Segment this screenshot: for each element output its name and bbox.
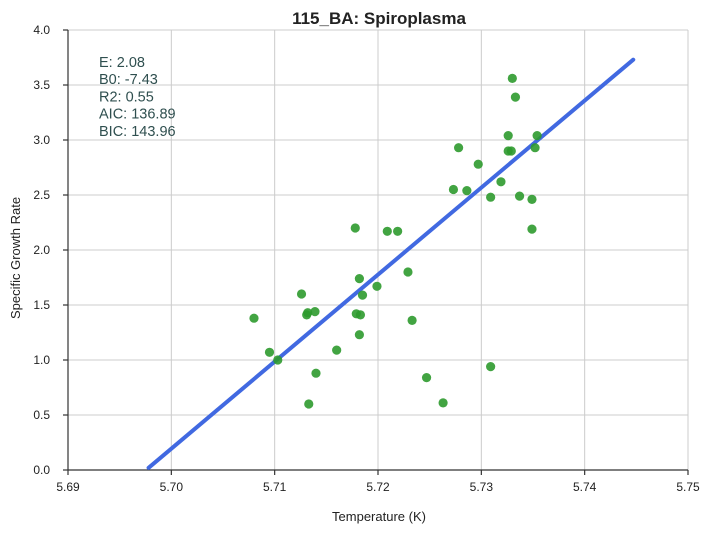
fit-line-group	[146, 57, 636, 470]
annotation-line: AIC: 136.89	[99, 107, 176, 123]
data-point	[355, 310, 366, 320]
data-point	[407, 315, 417, 325]
y-tick-label: 0.5	[33, 408, 50, 422]
data-point	[354, 330, 364, 340]
x-tick-label: 5.74	[573, 480, 597, 494]
data-point	[473, 159, 483, 169]
data-point	[393, 226, 403, 236]
y-tick-label: 1.0	[33, 353, 50, 367]
y-tick-label: 2.5	[33, 188, 50, 202]
x-tick-label: 5.75	[676, 480, 700, 494]
data-point	[527, 194, 537, 204]
data-point	[372, 281, 382, 291]
tick-labels: 5.69 5.70 5.71 5.72 5.73 5.74 5.75 0.0 0.5 1.0 1.5…	[33, 23, 700, 494]
y-tick-label: 0.0	[33, 463, 50, 477]
data-point	[510, 92, 521, 102]
annotation-line: B0: -7.43	[99, 72, 158, 88]
data-point	[403, 267, 413, 277]
data-point	[462, 186, 472, 196]
annotation-line: BIC: 143.96	[99, 124, 176, 140]
annotation-line: E: 2.08	[99, 55, 145, 71]
data-point	[249, 313, 259, 323]
data-point	[310, 307, 320, 317]
data-point	[296, 289, 307, 299]
data-point	[421, 373, 432, 383]
data-point	[350, 223, 360, 233]
data-point	[304, 399, 314, 409]
chart-title: 115_BA: Spiroplasma	[292, 9, 466, 28]
data-point	[357, 290, 368, 300]
x-tick-label: 5.71	[263, 480, 287, 494]
data-point	[496, 177, 506, 187]
data-point	[448, 184, 459, 195]
data-point	[264, 347, 275, 357]
data-point	[514, 191, 525, 201]
data-point	[503, 131, 513, 141]
y-tick-label: 1.5	[33, 298, 50, 312]
data-point	[507, 73, 517, 83]
data-point	[454, 143, 464, 153]
gridlines	[67, 29, 689, 471]
y-axis-label: Specific Growth Rate	[8, 197, 23, 319]
x-axis-label: Temperature (K)	[332, 509, 426, 524]
data-points	[249, 73, 542, 409]
data-point	[438, 398, 448, 408]
data-point	[527, 224, 537, 234]
data-point	[532, 131, 542, 141]
fit-line	[146, 57, 636, 470]
data-point	[303, 308, 313, 318]
x-tick-label: 5.72	[366, 480, 390, 494]
data-point	[354, 274, 364, 284]
data-point	[382, 226, 392, 236]
y-tick-label: 3.5	[33, 78, 50, 92]
x-tick-label: 5.73	[470, 480, 494, 494]
data-point	[486, 362, 496, 372]
data-point	[506, 146, 516, 156]
x-tick-label: 5.70	[160, 480, 184, 494]
annotation-line: R2: 0.55	[99, 89, 154, 105]
data-point	[486, 192, 496, 202]
data-point	[273, 355, 283, 365]
y-tick-label: 2.0	[33, 243, 50, 257]
y-tick-label: 3.0	[33, 133, 50, 147]
y-tick-label: 4.0	[33, 23, 50, 37]
x-tick-label: 5.69	[56, 480, 80, 494]
data-point	[332, 345, 342, 355]
data-point	[530, 143, 540, 153]
data-point	[311, 368, 321, 378]
